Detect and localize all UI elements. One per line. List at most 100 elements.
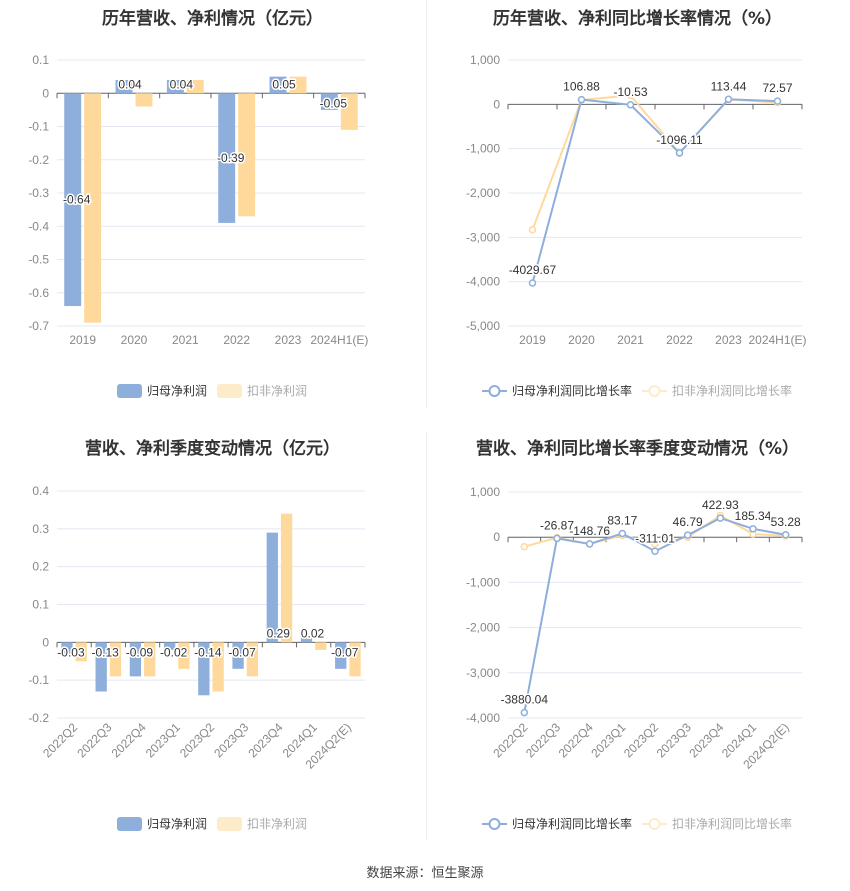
line-point-marker[interactable] — [626, 91, 635, 100]
annual-profit-bar-chart: 0.1 0 -0.1 -0.2 -0.3 -0.4 -0.5 -0.6 -0.7 2019 2020… — [28, 53, 368, 398]
y-tick-label: -1,000 — [466, 575, 500, 589]
line-point-marker[interactable] — [553, 534, 561, 543]
x-tick-label: 2023 — [715, 333, 742, 347]
bar-deducted-net-profit[interactable] — [178, 642, 190, 669]
bar-net-profit[interactable] — [335, 642, 347, 669]
line-point-marker[interactable] — [651, 547, 659, 556]
x-tick-label: 2023 — [275, 333, 302, 347]
bar-deducted-net-profit[interactable] — [315, 642, 327, 650]
bar-net-profit[interactable] — [115, 79, 133, 94]
bar-deducted-net-profit[interactable] — [289, 76, 307, 94]
line-point-marker[interactable] — [724, 95, 733, 104]
y-tick-label: -3,000 — [466, 230, 500, 244]
x-tick-label: 2020 — [121, 333, 148, 347]
legend-item-net-profit[interactable]: 归母净利润 — [117, 384, 207, 398]
point-value-label: -26.87 — [540, 518, 574, 532]
legend-item-deducted-net-profit[interactable]: 扣非净利润同比增长率 — [642, 816, 792, 831]
panel-divider-top — [426, 0, 427, 408]
line-point-marker[interactable] — [683, 531, 692, 539]
x-tick-label: 2022Q2 — [40, 720, 80, 760]
bar-value-label: -0.07 — [228, 645, 256, 659]
line-point-marker[interactable] — [781, 531, 790, 539]
bar-net-profit[interactable] — [129, 642, 142, 677]
y-tick-label: -2,000 — [466, 186, 500, 200]
bar-value-label: -0.02 — [160, 645, 188, 659]
bar-net-profit[interactable] — [95, 642, 107, 692]
y-tick-label: -1,000 — [466, 142, 500, 156]
line-point-marker[interactable] — [577, 95, 586, 104]
line-point-marker[interactable] — [528, 226, 537, 234]
x-tick-label: 2024H1(E) — [748, 333, 806, 347]
line-point-marker[interactable] — [585, 540, 594, 548]
bar-net-profit[interactable] — [198, 642, 210, 696]
point-value-label: 422.93 — [702, 498, 739, 512]
line-point-marker[interactable] — [626, 101, 635, 109]
y-tick-label: -0.3 — [28, 186, 49, 200]
y-tick-label: 0.1 — [32, 598, 49, 612]
bar-net-profit[interactable] — [166, 79, 184, 94]
y-tick-label: 0 — [42, 635, 49, 649]
legend-item-deducted-net-profit[interactable]: 扣非净利润 — [217, 817, 307, 831]
chart-legend: 归母净利润同比增长率 扣非净利润同比增长率 — [482, 816, 792, 831]
line-point-marker[interactable] — [716, 514, 725, 522]
bar-net-profit[interactable] — [218, 93, 236, 223]
x-tick-label: 2023Q1 — [143, 720, 183, 760]
line-point-marker[interactable] — [520, 708, 529, 717]
x-tick-label: 2023Q2 — [177, 720, 217, 760]
line-point-marker[interactable] — [651, 540, 659, 548]
legend-item-net-profit[interactable]: 归母净利润同比增长率 — [482, 383, 632, 398]
line-point-marker[interactable] — [749, 525, 757, 533]
legend-swatch-icon — [217, 384, 242, 398]
legend-item-deducted-net-profit[interactable]: 扣非净利润 — [217, 384, 307, 398]
legend-circle-icon — [648, 385, 661, 397]
chart4-title: 营收、净利同比增长率季度变动情况（%） — [475, 439, 800, 459]
bar-deducted-net-profit[interactable] — [246, 642, 259, 677]
bar-deducted-net-profit[interactable] — [349, 642, 361, 677]
bar-deducted-net-profit[interactable] — [238, 93, 256, 217]
bar-value-label: -0.39 — [217, 151, 245, 165]
y-tick-label: 0 — [493, 97, 500, 111]
line-point-marker[interactable] — [528, 279, 537, 287]
legend-item-net-profit[interactable]: 归母净利润 — [117, 817, 207, 831]
x-tick-label: 2023Q1 — [588, 720, 628, 760]
point-value-label: 106.88 — [563, 80, 600, 94]
y-tick-label: 0 — [42, 86, 49, 100]
bar-deducted-net-profit[interactable] — [135, 93, 153, 107]
y-tick-label: -2,000 — [466, 621, 500, 635]
bar-deducted-net-profit[interactable] — [75, 642, 87, 662]
point-value-label: 46.79 — [673, 515, 703, 529]
bar-deducted-net-profit[interactable] — [340, 93, 358, 130]
legend-label: 归母净利润 — [147, 817, 207, 831]
x-tick-label: 2022Q4 — [556, 720, 596, 760]
chart3-title: 营收、净利季度变动情况（亿元） — [85, 439, 340, 459]
bar-net-profit[interactable] — [266, 532, 278, 643]
legend-label: 扣非净利润 — [247, 384, 307, 398]
legend-circle-icon — [488, 385, 501, 397]
bar-net-profit[interactable] — [64, 93, 82, 307]
bar-deducted-net-profit[interactable] — [109, 642, 122, 677]
bar-net-profit[interactable] — [61, 642, 73, 654]
line-point-marker[interactable] — [520, 542, 529, 551]
bar-deducted-net-profit[interactable] — [186, 79, 204, 94]
chart-legend: 归母净利润 扣非净利润 — [117, 384, 307, 398]
bar-deducted-net-profit[interactable] — [84, 93, 102, 323]
line-point-marker[interactable] — [675, 149, 684, 157]
bar-net-profit[interactable] — [320, 93, 338, 110]
legend-item-deducted-net-profit[interactable]: 扣非净利润同比增长率 — [642, 383, 792, 398]
x-tick-label: 2021 — [617, 333, 644, 347]
legend-item-net-profit[interactable]: 归母净利润同比增长率 — [482, 816, 632, 831]
y-tick-label: 1,000 — [470, 485, 500, 499]
x-tick-label: 2023Q3 — [654, 720, 694, 760]
bar-net-profit[interactable] — [232, 642, 244, 669]
bar-deducted-net-profit[interactable] — [144, 642, 156, 677]
bar-deducted-net-profit[interactable] — [212, 642, 224, 692]
legend-label: 归母净利润同比增长率 — [512, 816, 632, 831]
legend-label: 扣非净利润同比增长率 — [672, 383, 792, 398]
bar-net-profit[interactable] — [269, 76, 287, 94]
line-point-marker[interactable] — [773, 97, 782, 105]
line-point-marker[interactable] — [618, 529, 627, 538]
y-tick-label: 0 — [493, 530, 500, 544]
bar-net-profit[interactable] — [300, 634, 313, 643]
bar-deducted-net-profit[interactable] — [280, 513, 293, 643]
bar-net-profit[interactable] — [163, 642, 176, 650]
